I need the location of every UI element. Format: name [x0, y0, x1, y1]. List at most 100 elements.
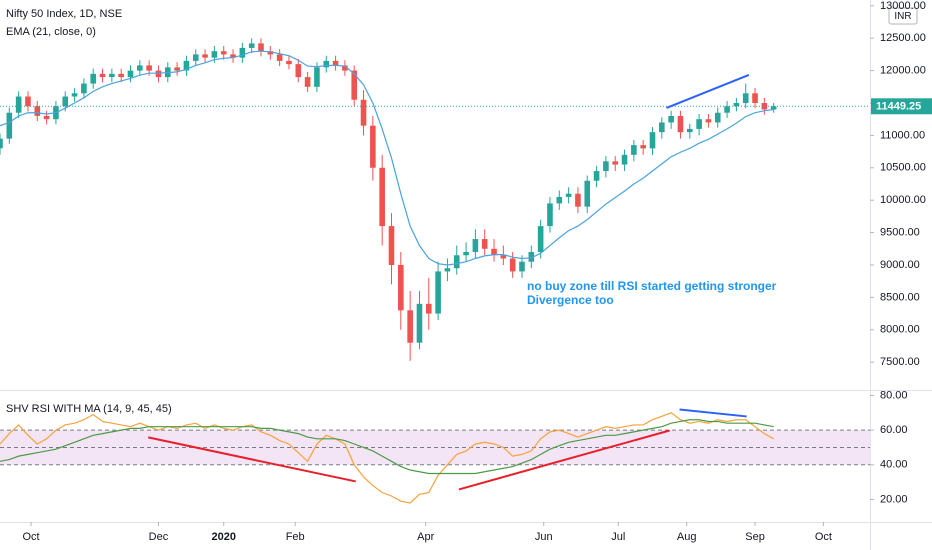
candle-body — [155, 70, 162, 78]
candle-body — [34, 106, 41, 116]
y-tick-label: 9500.00 — [880, 226, 920, 238]
candle-body — [491, 248, 497, 256]
candle-body — [267, 51, 274, 55]
candle-body — [724, 106, 730, 113]
currency[interactable]: INR — [894, 11, 911, 22]
candle-body — [379, 167, 385, 227]
candle-body — [398, 264, 404, 311]
candle-body — [286, 60, 292, 65]
trend-line — [679, 408, 747, 418]
candle-body — [435, 271, 441, 314]
chart-title: Nifty 50 Index, 1D, NSE — [6, 8, 122, 20]
legend-entry: EMA (21, close, 0) — [6, 26, 96, 38]
candle-body — [174, 67, 180, 71]
candle-body — [659, 122, 665, 133]
candle-body — [360, 99, 367, 126]
candle-body — [220, 51, 227, 55]
candle-body — [25, 96, 31, 107]
annotation: Divergence too — [527, 293, 614, 307]
candle-body — [677, 115, 684, 133]
trend-line — [666, 73, 750, 109]
candle-body — [705, 119, 712, 123]
candle-body — [593, 171, 600, 181]
candle-body — [770, 106, 777, 110]
candle-body — [43, 115, 50, 120]
candle-body — [388, 226, 395, 265]
candle-body — [733, 103, 740, 107]
candle-body — [603, 161, 609, 172]
candle-body — [481, 239, 488, 249]
x-tick-label: Oct — [23, 531, 40, 543]
trend-line — [458, 429, 670, 491]
candle-body — [15, 96, 22, 113]
last-price-box — [871, 98, 932, 115]
candle-body — [370, 125, 376, 168]
candle-body — [547, 203, 553, 227]
candle-body — [258, 43, 264, 52]
candle-body — [332, 60, 339, 66]
trend-line — [148, 436, 356, 483]
candle-body — [463, 252, 469, 256]
last-price-label: 11449.25 — [876, 101, 921, 113]
candle-body — [649, 132, 656, 149]
candle-body — [752, 93, 758, 104]
candle-body — [668, 115, 674, 123]
y-tick-label: 60.00 — [880, 424, 908, 436]
candle-body — [99, 73, 106, 78]
y-tick-label: 8500.00 — [880, 291, 920, 303]
candle-body — [425, 303, 432, 314]
candle-body — [137, 65, 143, 71]
candle-body — [351, 70, 358, 100]
y-tick-label: 13000.00 — [880, 0, 926, 12]
candle-body — [276, 54, 283, 61]
series-line — [0, 419, 774, 475]
y-tick-label: 20.00 — [880, 493, 908, 505]
candle-body — [565, 193, 572, 197]
candle-body — [761, 103, 768, 110]
x-tick-label: Feb — [286, 531, 305, 543]
x-tick-label: Dec — [149, 531, 169, 543]
candle-body — [407, 310, 413, 343]
candle-body — [0, 138, 3, 149]
candle-body — [183, 60, 190, 71]
y-tick-label: 40.00 — [880, 459, 908, 471]
candle-body — [71, 93, 78, 97]
x-tick-label: Jun — [535, 531, 553, 543]
candle-body — [500, 255, 507, 259]
candle-body — [118, 73, 124, 78]
candle-body — [509, 258, 516, 272]
candle-body — [519, 261, 525, 272]
series-line — [0, 50, 774, 266]
candle-body — [631, 145, 637, 155]
candle-body — [584, 180, 591, 207]
candle-body — [109, 73, 115, 78]
series-line — [0, 412, 774, 504]
candle-body — [62, 96, 69, 107]
candle-body — [342, 65, 348, 71]
y-tick-label: 8000.00 — [880, 324, 920, 336]
annotation: no buy zone till RSI started getting str… — [527, 279, 777, 293]
y-tick-label: 9000.00 — [880, 259, 920, 271]
y-tick-label: 10500.00 — [880, 162, 926, 174]
candle-body — [640, 145, 646, 149]
candle-body — [742, 93, 749, 104]
y-tick-label: 12500.00 — [880, 32, 926, 44]
candle-body — [612, 161, 619, 165]
indicator-title: SHV RSI WITH MA (14, 9, 45, 45) — [6, 403, 172, 415]
candle-body — [556, 196, 563, 204]
candle-body — [211, 51, 218, 58]
currency-box[interactable] — [888, 7, 918, 25]
pane — [0, 38, 777, 361]
x-tick-label: Apr — [417, 531, 434, 543]
y-tick-label: 7500.00 — [880, 356, 920, 368]
pane — [0, 412, 870, 504]
x-tick-label: Jul — [611, 531, 625, 543]
candle-body — [323, 60, 330, 68]
candle-body — [127, 70, 134, 78]
y-tick-label: 80.00 — [880, 389, 908, 401]
candle-body — [416, 303, 423, 343]
y-tick-label: 10000.00 — [880, 194, 926, 206]
candle-body — [528, 252, 535, 262]
